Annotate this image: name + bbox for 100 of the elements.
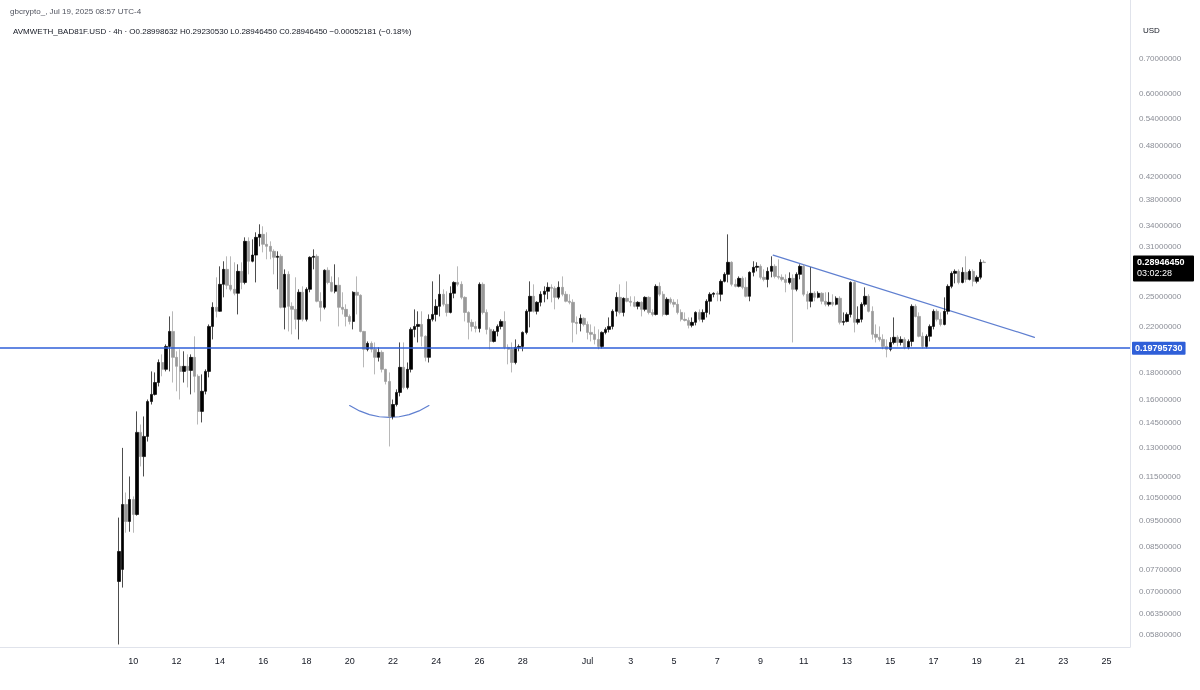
x-tick-label: 22 bbox=[387, 655, 398, 666]
candlestick bbox=[553, 286, 557, 310]
candlestick bbox=[636, 300, 640, 310]
candlestick bbox=[853, 281, 856, 333]
candlestick bbox=[813, 290, 816, 302]
text: gbcrypto_, Jul 19, 2025 08:57 UTC-4 bbox=[10, 6, 142, 16]
y-tick-label: 0.70000000 bbox=[1139, 53, 1182, 63]
y-tick-label: 0.54000000 bbox=[1139, 113, 1182, 123]
candlestick bbox=[824, 291, 827, 307]
candlestick bbox=[579, 314, 582, 332]
x-tick-label: 10 bbox=[128, 655, 139, 666]
candlestick bbox=[128, 476, 131, 533]
candlestick bbox=[510, 342, 514, 373]
candlestick bbox=[474, 321, 477, 333]
candlestick bbox=[849, 281, 852, 318]
text: 0.28946450 bbox=[1137, 257, 1185, 268]
candlestick bbox=[416, 310, 420, 343]
y-tick-label: 0.14500000 bbox=[1139, 418, 1182, 428]
candlestick bbox=[827, 291, 831, 307]
y-tick-label: 0.22000000 bbox=[1139, 321, 1182, 331]
x-tick-label: 19 bbox=[971, 655, 982, 666]
y-tick-label: 0.10500000 bbox=[1139, 492, 1182, 502]
x-tick-label: 16 bbox=[258, 655, 269, 666]
candlestick bbox=[557, 281, 560, 300]
candlestick bbox=[640, 300, 643, 317]
y-tick-label: 0.38000000 bbox=[1139, 195, 1182, 205]
candlestick bbox=[622, 297, 625, 317]
candlestick bbox=[694, 310, 697, 326]
candlestick bbox=[935, 309, 939, 322]
candlestick bbox=[438, 274, 441, 317]
candlestick bbox=[377, 347, 380, 362]
x-tick-label: 3 bbox=[628, 655, 634, 666]
candlestick bbox=[215, 276, 218, 318]
candlestick bbox=[514, 339, 517, 365]
candlestick bbox=[161, 354, 164, 377]
y-tick-label: 0.18000000 bbox=[1139, 368, 1182, 378]
candlestick bbox=[532, 283, 535, 313]
y-tick-label: 0.07700000 bbox=[1139, 564, 1182, 574]
y-tick-label: 0.06350000 bbox=[1139, 609, 1182, 619]
candlestick bbox=[294, 276, 297, 330]
candlestick bbox=[571, 298, 575, 343]
candlestick bbox=[835, 295, 838, 306]
candlestick bbox=[817, 290, 820, 299]
candlestick bbox=[665, 297, 669, 316]
candlestick bbox=[593, 326, 596, 345]
candlestick bbox=[820, 291, 824, 305]
candlestick bbox=[132, 496, 135, 534]
candlestick bbox=[755, 261, 759, 272]
x-tick-label: 21 bbox=[1015, 655, 1026, 666]
candlestick bbox=[777, 258, 780, 280]
candlestick bbox=[654, 283, 658, 316]
x-tick-label: 20 bbox=[344, 655, 355, 666]
candlestick bbox=[135, 411, 139, 517]
candlestick bbox=[168, 316, 171, 372]
candlestick bbox=[910, 303, 914, 347]
candlestick bbox=[831, 293, 834, 307]
candlestick bbox=[301, 286, 304, 322]
candlestick bbox=[182, 350, 186, 383]
candlestick bbox=[186, 354, 189, 388]
x-tick-label: 26 bbox=[474, 655, 485, 666]
candlestick bbox=[618, 283, 622, 315]
candlestick bbox=[402, 342, 405, 390]
candlestick bbox=[669, 297, 672, 305]
text: AVMWETH_BAD81F.USD · 4h · O0.28998632 H0.29230530 L0.28946450 C0.28946450 −0.00052181 (−0.18%) bbox=[13, 26, 412, 36]
candlestick bbox=[546, 282, 550, 300]
y-tick-label: 0.48000000 bbox=[1139, 141, 1182, 151]
candlestick bbox=[589, 324, 593, 342]
candlestick bbox=[961, 266, 964, 284]
candlestick bbox=[600, 331, 604, 349]
candlestick bbox=[179, 348, 182, 400]
x-tick-label: 14 bbox=[214, 655, 225, 666]
candlestick bbox=[759, 263, 762, 280]
candlestick bbox=[352, 290, 355, 330]
x-tick-label: 15 bbox=[885, 655, 896, 666]
candlestick bbox=[633, 295, 636, 308]
candlestick bbox=[953, 269, 957, 284]
candlestick bbox=[903, 336, 906, 350]
candlestick bbox=[586, 321, 589, 340]
y-tick-label: 0.16000000 bbox=[1139, 395, 1182, 405]
x-tick-label: 9 bbox=[758, 655, 764, 666]
y-tick-label: 0.07000000 bbox=[1139, 586, 1182, 596]
candlestick bbox=[229, 255, 232, 292]
candlestick bbox=[899, 335, 903, 346]
candlestick bbox=[373, 342, 377, 375]
candlestick bbox=[773, 263, 777, 279]
y-tick-label: 0.05800000 bbox=[1139, 630, 1182, 640]
candlestick bbox=[737, 276, 741, 288]
y-tick-label: 0.31000000 bbox=[1139, 242, 1182, 252]
candlestick bbox=[744, 276, 748, 298]
candlestick bbox=[225, 255, 229, 290]
x-tick-label: 7 bbox=[714, 655, 720, 666]
candlestick bbox=[543, 286, 546, 303]
y-tick-label: 0.60000000 bbox=[1139, 89, 1182, 99]
x-tick-label: 23 bbox=[1058, 655, 1069, 666]
x-tick-label: 18 bbox=[301, 655, 312, 666]
candlestick bbox=[982, 259, 986, 263]
candlestick bbox=[240, 261, 243, 290]
candlestick bbox=[388, 372, 391, 447]
candlestick bbox=[124, 492, 128, 534]
candlestick bbox=[979, 258, 982, 280]
